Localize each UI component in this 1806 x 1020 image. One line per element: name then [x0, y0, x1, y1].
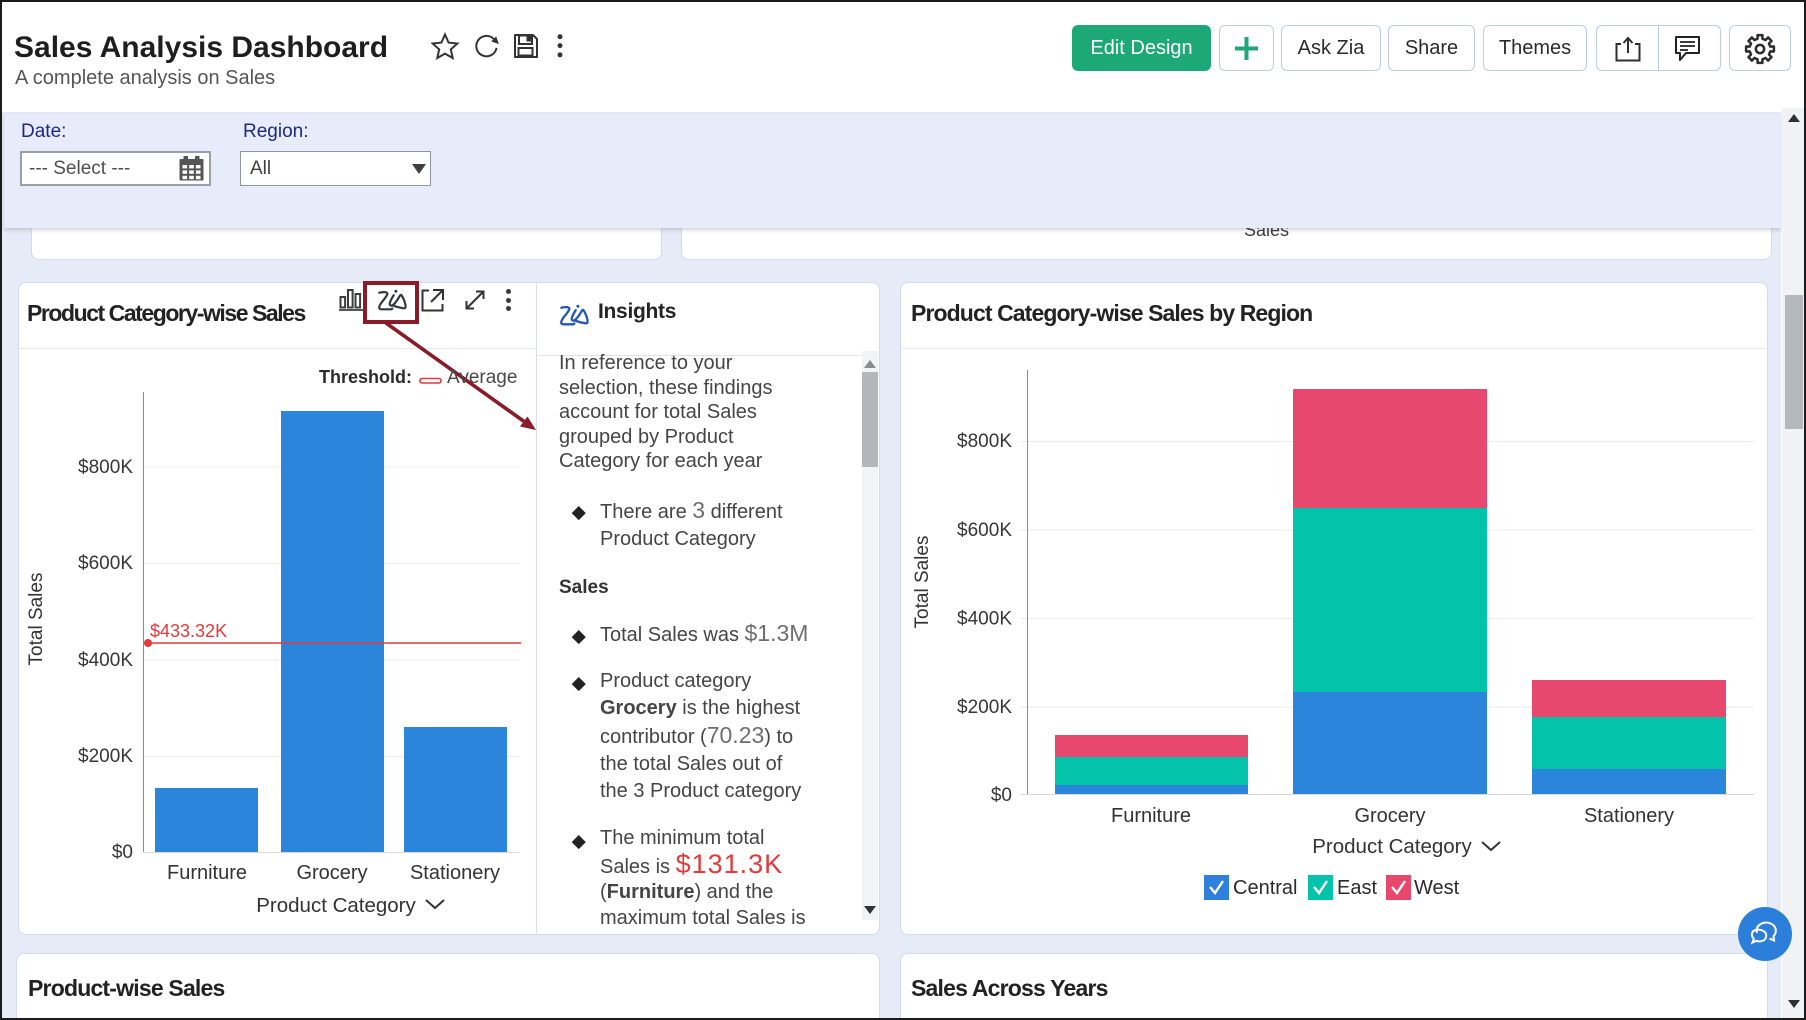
- svg-text:Central: Central: [1233, 877, 1297, 899]
- svg-text:Stationery: Stationery: [1584, 805, 1674, 827]
- svg-text:$400K: $400K: [78, 650, 133, 671]
- svg-text:$400K: $400K: [957, 609, 1012, 630]
- svg-text:$600K: $600K: [957, 520, 1012, 541]
- svg-text:$200K: $200K: [957, 697, 1012, 718]
- svg-text:$800K: $800K: [78, 457, 133, 478]
- svg-text:$0: $0: [991, 785, 1012, 806]
- svg-text:Furniture: Furniture: [167, 862, 247, 884]
- svg-text:$0: $0: [112, 842, 133, 863]
- svg-text:West: West: [1414, 877, 1460, 899]
- svg-text:East: East: [1337, 877, 1377, 899]
- svg-text:Total Sales: Total Sales: [912, 536, 933, 629]
- svg-text:Stationery: Stationery: [410, 862, 500, 884]
- svg-text:$600K: $600K: [78, 553, 133, 574]
- svg-text:Product Category: Product Category: [1312, 835, 1472, 858]
- svg-text:Total Sales: Total Sales: [26, 573, 47, 666]
- svg-text:$433.32K: $433.32K: [150, 621, 227, 641]
- svg-text:Product Category: Product Category: [256, 894, 416, 917]
- svg-text:$800K: $800K: [957, 431, 1012, 452]
- svg-text:$200K: $200K: [78, 746, 133, 767]
- svg-text:Grocery: Grocery: [1354, 805, 1425, 827]
- svg-text:Threshold:: Threshold:: [319, 367, 412, 387]
- svg-text:Average: Average: [447, 367, 517, 388]
- svg-text:Grocery: Grocery: [296, 862, 367, 884]
- svg-text:Furniture: Furniture: [1111, 805, 1191, 827]
